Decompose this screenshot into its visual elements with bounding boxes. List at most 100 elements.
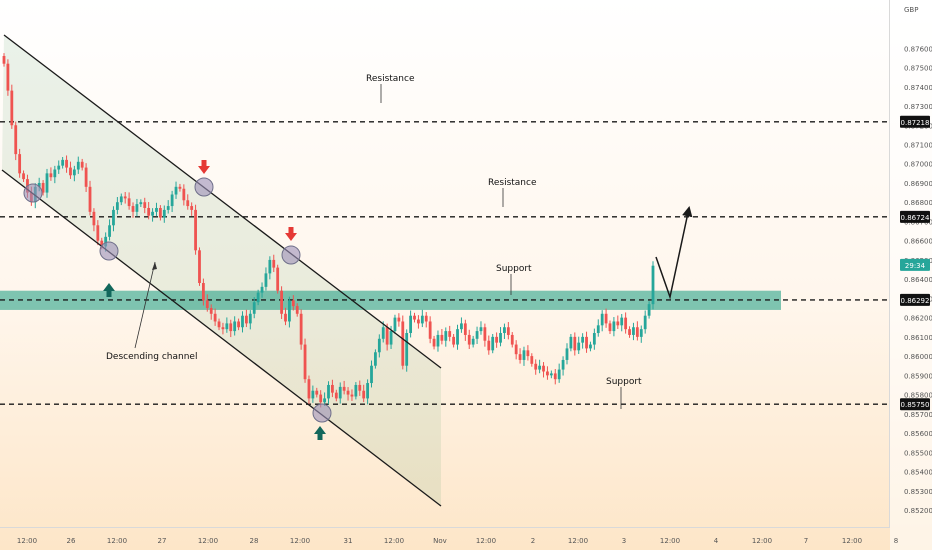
touch-circle-1 <box>23 183 43 203</box>
candle-body <box>123 196 127 199</box>
candle-body <box>440 334 444 341</box>
candle-body <box>147 207 151 216</box>
candle-body <box>561 359 565 370</box>
price-tick-label: 0.87000 <box>904 161 932 169</box>
candle-body <box>483 327 487 341</box>
candle-body <box>248 313 252 324</box>
candle-body <box>624 317 628 330</box>
candle-body <box>178 186 182 189</box>
candle-body <box>577 342 581 351</box>
candles <box>2 53 655 408</box>
candle-body <box>37 182 41 187</box>
candle-body <box>209 308 213 314</box>
candle-body <box>432 338 436 347</box>
candle-body <box>381 327 385 339</box>
candle-body <box>88 186 92 212</box>
candle-body <box>280 290 283 314</box>
candle-body <box>377 338 381 353</box>
touch-circle-4 <box>281 245 301 265</box>
up-arrow-icon <box>103 283 115 297</box>
price-tick-label: 0.87500 <box>904 65 932 73</box>
candle-body <box>612 321 616 332</box>
down-arrow-icon <box>285 227 297 241</box>
candle-body <box>346 390 350 395</box>
candle-body <box>600 313 604 326</box>
candle-body <box>127 198 131 207</box>
candle-body <box>444 331 448 341</box>
candle-body <box>22 173 25 180</box>
candle-body <box>639 329 643 337</box>
time-tick-label: 12:00 <box>17 537 37 545</box>
price-tick-label: 0.86600 <box>904 238 932 246</box>
descending-channel-pointer <box>134 261 156 349</box>
candle-body <box>315 390 319 395</box>
candle-body <box>385 327 389 345</box>
currency-label: GBP <box>904 6 918 14</box>
candle-body <box>119 196 123 203</box>
candle-body <box>553 373 557 380</box>
candle-body <box>6 63 10 91</box>
candle-body <box>299 313 303 345</box>
candle-body <box>417 319 420 324</box>
time-tick-label: 8 <box>894 537 898 545</box>
support-label-lower: Support <box>606 377 642 387</box>
price-tick-label: 0.87100 <box>904 141 932 149</box>
candle-body <box>358 384 362 391</box>
candle-body <box>565 348 569 360</box>
candle-body <box>158 207 162 218</box>
candle-body <box>405 333 409 366</box>
price-tick-label: 0.87400 <box>904 84 932 92</box>
candle-body <box>323 398 326 403</box>
candle-body <box>436 334 440 347</box>
candle-body <box>334 392 338 399</box>
candle-body <box>604 313 608 324</box>
candle-body <box>635 327 639 337</box>
time-tick-label: 12:00 <box>660 537 680 545</box>
time-tick-label: 12:00 <box>107 537 127 545</box>
candle-body <box>155 207 158 212</box>
candle-body <box>18 154 22 174</box>
candle-body <box>182 188 186 201</box>
candle-body <box>475 331 479 339</box>
candle-body <box>92 211 96 226</box>
candle-body <box>491 336 495 351</box>
candle-body <box>350 394 354 397</box>
candle-body <box>448 331 452 337</box>
countdown-label: 29:34 <box>905 262 926 270</box>
candle-body <box>229 323 233 332</box>
candle-body <box>225 323 229 330</box>
time-tick-label: 12:00 <box>198 537 218 545</box>
candle-body <box>428 321 432 339</box>
candle-body <box>514 344 518 355</box>
candle-body <box>362 390 366 399</box>
candle-body <box>467 334 471 345</box>
candle-body <box>143 202 147 208</box>
candle-body <box>131 206 135 212</box>
candle-body <box>311 390 315 399</box>
time-tick-label: 12:00 <box>384 537 404 545</box>
candle-body <box>542 365 545 372</box>
candle-body <box>260 286 264 293</box>
time-tick-label: 27 <box>158 537 167 545</box>
projected-path <box>655 205 693 300</box>
candle-body <box>471 338 475 345</box>
time-tick-label: 28 <box>250 537 259 545</box>
down-arrow-icon <box>198 160 210 174</box>
price-tick-label: 0.85500 <box>904 449 932 457</box>
candle-body <box>139 202 143 205</box>
candle-body <box>389 331 393 345</box>
candle-body <box>112 209 115 226</box>
descending-channel-label: Descending channel <box>106 352 197 362</box>
candle-body <box>549 373 553 376</box>
candle-body <box>366 383 369 399</box>
candle-body <box>288 300 291 322</box>
candle-body <box>65 159 68 168</box>
candle-body <box>268 259 272 274</box>
price-tag-label: 0.86724 <box>901 214 930 222</box>
price-tag-label: 0.86292 <box>901 297 930 305</box>
up-arrow-icon <box>314 426 326 440</box>
horizontal-levels <box>0 121 889 405</box>
candle-body <box>616 321 620 326</box>
